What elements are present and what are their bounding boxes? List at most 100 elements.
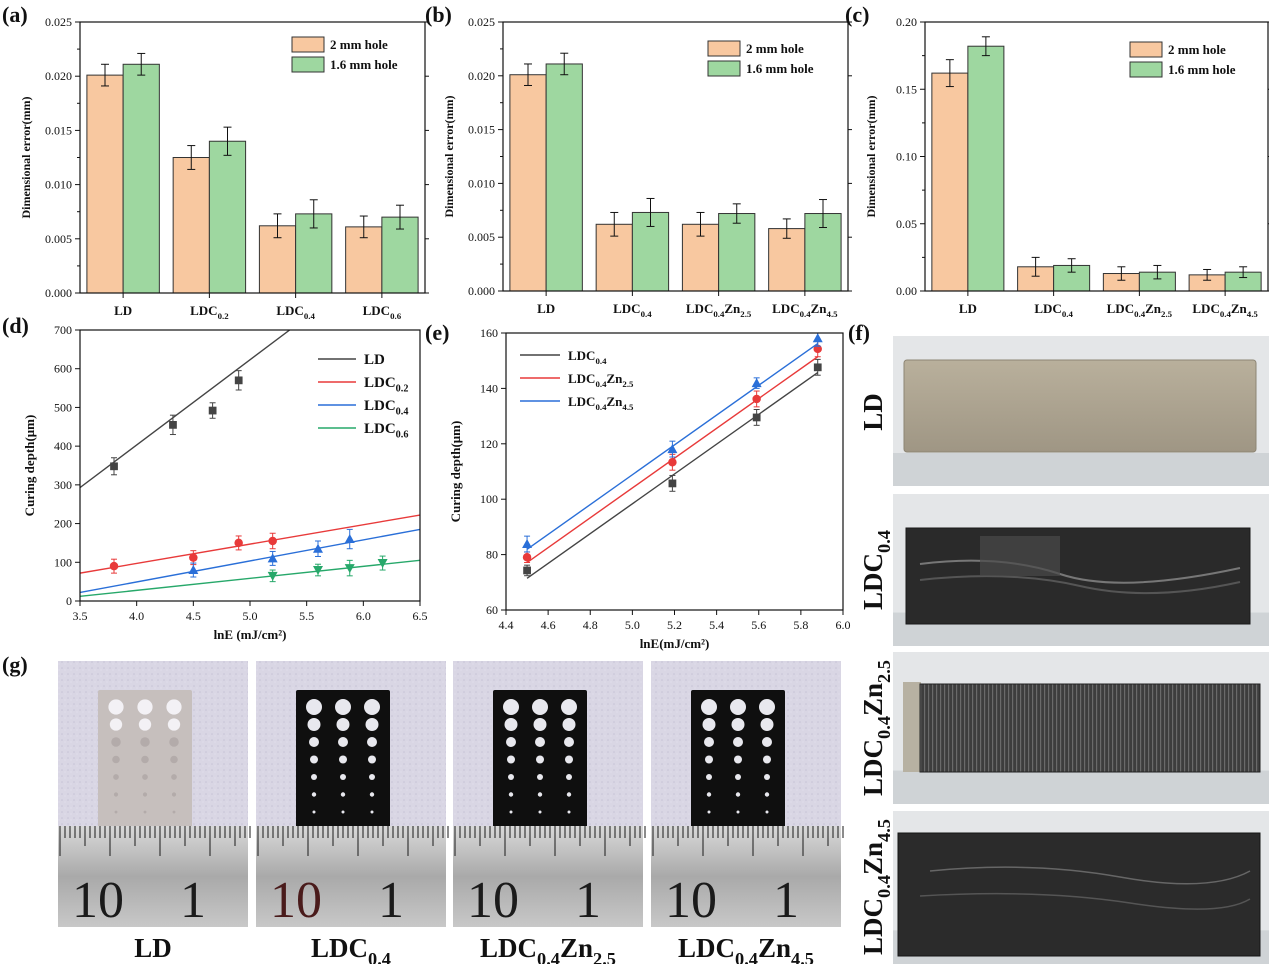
subscript: 2.5 [874,660,894,683]
subscript: 0.4 [1134,309,1146,319]
hole [340,774,346,780]
hole [137,699,153,715]
crack-line [919,892,1251,910]
bar [967,45,1005,292]
marker-square [752,413,761,422]
x-tick-label: LDC0.6 [363,303,402,321]
hole [762,737,772,747]
label-text: Zn [607,371,624,386]
label-text: LDC [613,301,640,316]
subscript: 0.4 [368,949,391,964]
fit-line [80,514,420,574]
hole [564,737,574,747]
x-tick-label: LD [114,303,132,318]
hole [341,810,345,814]
label-text: Zn [560,933,593,963]
hole [504,718,518,731]
x-tick-label: 5.8 [793,618,808,632]
legend-label: LDC0.6 [364,421,408,441]
hole [143,810,147,814]
fit-line [80,330,291,489]
subscript: 0.6 [396,430,409,441]
panel-label: (e) [425,320,449,345]
hole [364,699,380,715]
hole [537,774,543,780]
subscript: 2.5 [1161,309,1173,319]
photo-g-2: 10 1 [453,661,646,929]
crack-line [929,866,1251,885]
y-tick-label: 0.15 [896,82,917,96]
hole [734,755,742,764]
hole [567,810,571,814]
photo-floor [893,453,1269,486]
legend-label: 2 mm hole [330,37,388,52]
ruler-number: 10 [467,872,519,929]
subscript: 2.5 [740,309,752,319]
subscript: 0.4 [874,530,894,553]
hole [533,718,547,731]
y-tick-label: 0.000 [468,284,495,298]
subscript: 0.4 [800,309,812,319]
y-tick-label: 0.005 [468,230,495,244]
label-text: LDC [363,303,390,318]
hole [336,718,350,731]
legend-label: LDC0.4Zn2.5 [568,371,634,389]
x-axis-label: lnE(mJ/cm²) [640,636,710,651]
photo-label: LDC0.4 [311,933,391,964]
bar [545,63,583,292]
hole [141,755,149,764]
legend-label: LDC0.4Zn4.5 [568,394,634,412]
x-tick-label: 4.5 [186,609,201,623]
hole [312,810,316,814]
y-tick-label: 80 [486,548,498,562]
x-tick-label: 4.8 [583,618,598,632]
hole [311,774,317,780]
legend-swatch [291,36,325,53]
subscript: 0.4 [641,309,653,319]
marker-square [110,462,118,471]
legend-label: 2 mm hole [746,41,804,56]
marker-square [234,376,243,385]
subscript: 2.5 [593,949,616,964]
marker-circle [268,536,277,546]
x-tick-label: 6.0 [356,609,371,623]
y-axis-label: Dimensional error(mm) [442,95,456,217]
hole [735,774,741,780]
hole [536,755,544,764]
hole [339,755,347,764]
label-text: Zn [858,842,888,875]
photo-g-1: 10 1 [256,661,449,929]
photo-label: LD [134,933,172,963]
ruler-number: 10 [270,872,322,929]
bar-chart-c: (c) Dimensional error(mm) 0.00 0.05 0.10 0.15… [845,2,1269,319]
marker-circle [813,344,822,354]
hole [704,737,714,747]
marker-circle [522,552,532,562]
hole [309,737,319,747]
photo-floor [893,770,1269,804]
plot-frame [79,329,421,602]
panel-label: (b) [425,2,452,27]
photo-label: LDC0.4Zn4.5 [678,933,814,964]
marker-triangle [267,553,278,563]
hole [507,755,515,764]
hole [508,792,514,797]
y-tick-label: 400 [54,439,72,453]
marker-triangle [313,543,323,553]
label-text: LD [364,352,385,368]
hole [338,737,348,747]
label-text: LDC [364,375,396,391]
x-tick-label: LDC0.4Zn4.5 [772,301,838,319]
x-tick-label: 4.0 [129,609,144,623]
panel-label: (a) [2,2,28,27]
marker-triangle [522,539,533,549]
bar [122,63,160,294]
legend-swatch [1129,61,1163,78]
photo-g-0: 10 1 [58,661,251,929]
label-text: LDC [858,898,888,955]
y-axis-label: Curing depth(μm) [22,415,37,517]
y-tick-label: 160 [480,326,498,340]
label-text: LD [114,303,132,318]
ruler-number: 1 [773,872,799,929]
